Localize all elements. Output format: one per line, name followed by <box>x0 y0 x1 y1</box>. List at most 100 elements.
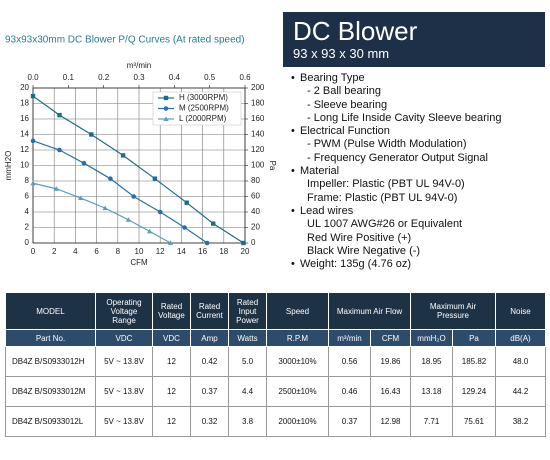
x2-axis-label: m³/min <box>127 61 151 70</box>
y-tick-label: 6 <box>25 192 30 201</box>
header-cell: Rated Input Power <box>228 292 267 330</box>
legend-marker <box>163 95 169 101</box>
y2-tick-label: 160 <box>251 114 265 123</box>
y2-tick-label: 60 <box>251 192 260 201</box>
header-cell: Rated Voltage <box>152 292 191 330</box>
x-tick-label: 6 <box>94 247 99 256</box>
x2-tick-label: 0.6 <box>239 73 251 82</box>
header-cell: Maximum Air Flow <box>328 292 411 330</box>
marker <box>120 153 126 158</box>
feature-sub: Frame: Plastic (PBT UL 94V-0) <box>307 191 458 204</box>
table-row: DB4Z B/S0933012M 5V ~ 13.8V 12 0.37 4.4 2500±… <box>5 376 546 407</box>
feature-sub: - 2 Ball bearing <box>307 85 381 98</box>
x2-tick-label: 0.5 <box>204 73 216 82</box>
marker <box>30 93 36 99</box>
legend-label: H (3000RPM) <box>179 93 228 102</box>
header-cell: Noise <box>495 292 546 330</box>
header-row: MODEL Operating Voltage Range Rated Voltag… <box>5 292 546 330</box>
feature-sub: UL 1007 AWG#26 or Equivalent <box>307 218 463 231</box>
y2-tick-label: 20 <box>251 223 260 232</box>
table-cell: 38.2 <box>495 406 546 437</box>
table-cell: 3000±10% <box>266 346 329 377</box>
y2-tick-label: 200 <box>251 83 265 92</box>
table-cell: 19.86 <box>370 346 411 377</box>
y-tick-label: 18 <box>20 99 29 108</box>
spec-table: MODEL Operating Voltage Range Rated Voltag… <box>5 292 546 437</box>
header-cell: Maximum Air Pressure <box>410 292 496 330</box>
feature-text: Electrical Function <box>291 125 501 139</box>
series-line <box>32 140 208 244</box>
marker <box>89 132 94 137</box>
table-cell: 0.46 <box>328 376 371 407</box>
chart: 93x93x30mm DC Blower P/Q Curves (At rate… <box>4 35 277 267</box>
unit-cell: VDC <box>95 329 153 347</box>
unit-cell: R.P.M <box>266 329 329 347</box>
feature-item: Weight: 135g (4.76 oz) <box>291 258 501 272</box>
product-subtitle: 93 x 93 x 30 mm <box>293 46 390 61</box>
y2-tick-label: 0 <box>251 238 256 247</box>
x-tick-label: 20 <box>241 247 250 256</box>
y-axis-label: mmH2O <box>4 151 13 181</box>
marker <box>30 180 36 186</box>
x-tick-label: 8 <box>116 247 121 256</box>
x2-tick-label: 0.3 <box>133 73 145 82</box>
feature-sub: Impeller: Plastic (PBT UL 94V-0) <box>307 178 465 191</box>
table-cell: 12 <box>152 346 191 377</box>
table-cell: 12.98 <box>370 406 411 437</box>
x-tick-label: 12 <box>156 247 165 256</box>
series-line <box>32 95 244 244</box>
header-cell: Rated Current <box>190 292 229 330</box>
x2-tick-label: 0.1 <box>63 73 75 82</box>
marker <box>184 200 189 205</box>
x-tick-label: 4 <box>73 247 78 256</box>
x2-tick-label: 0.0 <box>27 73 39 82</box>
header-cell: MODEL <box>5 292 96 330</box>
table-cell: 0.37 <box>328 406 371 437</box>
feature-sub: Black Wire Negative (-) <box>307 244 421 257</box>
x-tick-label: 14 <box>177 247 186 256</box>
y-tick-label: 20 <box>20 83 29 92</box>
marker <box>131 194 136 199</box>
table-cell: 4.4 <box>228 376 267 407</box>
y-tick-label: 16 <box>20 114 29 123</box>
x2-tick-label: 0.4 <box>169 73 181 82</box>
marker <box>102 205 108 211</box>
y-tick-label: 4 <box>25 207 30 216</box>
table-cell: 0.37 <box>190 376 229 407</box>
table-cell: 0.42 <box>190 346 229 377</box>
y-tick-label: 10 <box>20 161 29 170</box>
unit-cell: CFM <box>370 329 411 347</box>
unit-cell: m³/min <box>328 329 371 347</box>
y-tick-label: 0 <box>25 238 30 247</box>
table-cell: 0.32 <box>190 406 229 437</box>
y2-axis-label: Pa <box>268 161 277 171</box>
unit-row: Part No. VDC VDC Amp Watts R.P.M m³/min CFM mmH₂… <box>5 329 546 347</box>
header-cell: Operating Voltage Range <box>95 292 153 330</box>
marker <box>108 176 113 181</box>
marker <box>57 147 62 153</box>
unit-cell: Amp <box>190 329 229 347</box>
marker <box>152 176 158 181</box>
feature-item: Bearing Type- 2 Ball bearing- Sleeve bea… <box>291 72 501 125</box>
table-cell: 16.43 <box>370 376 411 407</box>
table-cell: 3.8 <box>228 406 267 437</box>
table-cell: DB4Z B/S0933012L <box>5 406 96 437</box>
marker <box>53 186 59 191</box>
feature-sub: - Sleeve bearing <box>307 98 388 111</box>
x-tick-label: 2 <box>52 247 57 256</box>
y2-tick-label: 120 <box>251 145 265 154</box>
product-header: DC Blower 93 x 93 x 30 mm <box>283 12 545 67</box>
header-cell: Speed <box>266 292 329 330</box>
unit-cell: VDC <box>152 329 191 347</box>
unit-cell: Part No. <box>5 329 96 347</box>
marker <box>167 240 174 245</box>
table-cell: 13.18 <box>410 376 453 407</box>
chart-title: 93x93x30mm DC Blower P/Q Curves (At rate… <box>5 35 245 46</box>
legend-label: L (2000RPM) <box>179 114 227 123</box>
table-cell: 2000±10% <box>266 406 329 437</box>
marker <box>57 112 62 118</box>
y-tick-label: 8 <box>25 176 30 185</box>
marker <box>81 160 87 166</box>
